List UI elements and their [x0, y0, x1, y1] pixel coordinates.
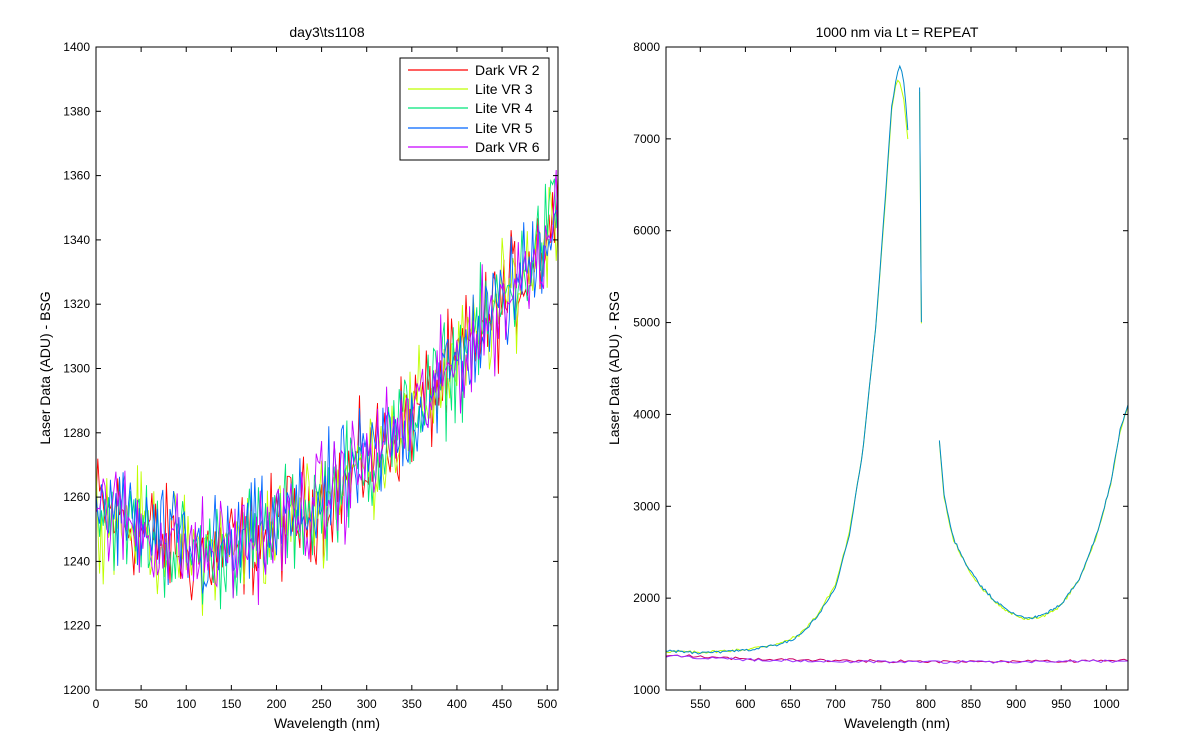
y-tick-label: 1260: [63, 490, 90, 504]
x-tick-label: 600: [735, 697, 755, 711]
right-axis-ticks: 550 600 650 700 750 800 850 900 950 1000 1000 2000 3…: [633, 40, 1128, 711]
y-tick-label: 1340: [63, 233, 90, 247]
right-axes: 1000 nm via Lt = REPEAT 550 600 650 700 750 8…: [606, 24, 1129, 731]
series-line-1-segment-1: [919, 87, 922, 323]
left-chart-title: day3\ts1108: [289, 24, 364, 40]
x-tick-label: 350: [402, 697, 422, 711]
y-tick-label: 8000: [633, 40, 660, 54]
left-x-axis-label: Wavelength (nm): [274, 715, 380, 731]
left-axis-ticks: 0 50 100 150 200 250 300 350 400 450 500 1200 1220 12…: [63, 40, 558, 711]
x-tick-label: 400: [447, 697, 467, 711]
legend-label-lite-vr-3: Lite VR 3: [475, 81, 533, 97]
x-tick-label: 500: [537, 697, 557, 711]
y-tick-label: 7000: [633, 132, 660, 146]
y-tick-label: 1240: [63, 554, 90, 568]
x-tick-label: 250: [312, 697, 332, 711]
legend: Dark VR 2 Lite VR 3 Lite VR 4 Lite VR 5 …: [399, 57, 550, 161]
right-x-axis-label: Wavelength (nm): [844, 715, 950, 731]
right-chart-title: 1000 nm via Lt = REPEAT: [816, 24, 979, 40]
y-tick-label: 1360: [63, 169, 90, 183]
y-tick-label: 1400: [63, 40, 90, 54]
y-tick-label: 5000: [633, 316, 660, 330]
x-tick-label: 300: [357, 697, 377, 711]
series-line-3-segment-0: [665, 654, 1129, 664]
series-line-lite-vr-4: [95, 178, 559, 610]
x-tick-label: 950: [1051, 697, 1071, 711]
series-line-lite-vr-5: [95, 210, 559, 594]
series-line-dark-vr-6: [95, 169, 559, 606]
y-tick-label: 1220: [63, 619, 90, 633]
x-tick-label: 650: [781, 697, 801, 711]
x-tick-label: 700: [826, 697, 846, 711]
y-tick-label: 1200: [63, 683, 90, 697]
x-tick-label: 1000: [1093, 697, 1120, 711]
x-tick-label: 50: [134, 697, 148, 711]
y-tick-label: 1000: [633, 683, 660, 697]
series-line-dark-vr-2: [95, 176, 559, 601]
y-tick-label: 1320: [63, 297, 90, 311]
y-tick-label: 4000: [633, 407, 660, 421]
legend-label-dark-vr-2: Dark VR 2: [475, 62, 540, 78]
x-tick-label: 850: [961, 697, 981, 711]
legend-box: [399, 57, 550, 161]
x-tick-label: 900: [1006, 697, 1026, 711]
left-axes: day3\ts1108 0 50 100 150 200 250 300 350 400 450 5…: [37, 24, 559, 731]
x-tick-label: 550: [690, 697, 710, 711]
series-line-1-segment-0: [665, 64, 909, 655]
legend-label-lite-vr-5: Lite VR 5: [475, 120, 533, 136]
x-tick-label: 0: [93, 697, 100, 711]
y-tick-label: 3000: [633, 499, 660, 513]
x-tick-label: 200: [266, 697, 286, 711]
right-plot-lines: [665, 64, 1129, 664]
x-tick-label: 450: [492, 697, 512, 711]
y-tick-label: 1280: [63, 426, 90, 440]
y-tick-label: 1300: [63, 362, 90, 376]
series-line-1-segment-2: [938, 404, 1129, 620]
y-tick-label: 1380: [63, 104, 90, 118]
left-y-axis-label: Laser Data (ADU) - BSG: [37, 291, 53, 444]
right-y-axis-label: Laser Data (ADU) - RSG: [606, 291, 622, 445]
x-tick-label: 100: [176, 697, 196, 711]
left-plot-lines: [95, 169, 559, 616]
y-tick-label: 6000: [633, 224, 660, 238]
x-tick-label: 750: [871, 697, 891, 711]
x-tick-label: 800: [916, 697, 936, 711]
right-plot-frame: [665, 46, 1129, 691]
legend-label-dark-vr-6: Dark VR 6: [475, 139, 540, 155]
series-line-0-segment-2: [938, 404, 1129, 620]
legend-label-lite-vr-4: Lite VR 4: [475, 100, 533, 116]
y-tick-label: 2000: [633, 591, 660, 605]
x-tick-label: 150: [221, 697, 241, 711]
